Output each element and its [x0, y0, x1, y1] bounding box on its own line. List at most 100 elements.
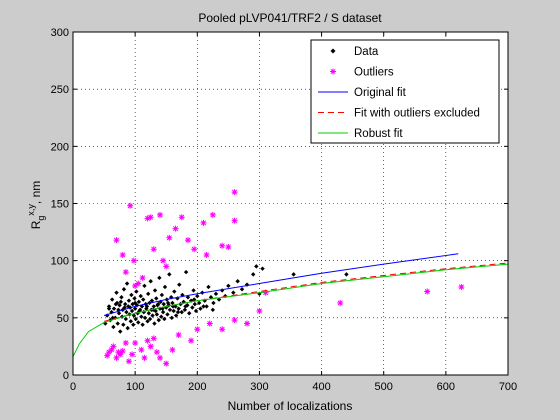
data-point [176, 306, 181, 311]
series-outliers [104, 189, 465, 367]
outlier-point [219, 326, 226, 333]
data-point [177, 282, 182, 287]
data-point [113, 301, 119, 307]
outlier-point [157, 211, 163, 218]
data-point [132, 296, 137, 301]
outlier-point [117, 351, 124, 358]
outlier-point [132, 282, 139, 289]
outlier-point [206, 320, 213, 327]
data-point [114, 290, 119, 295]
data-point [139, 314, 144, 319]
data-point [144, 304, 150, 309]
data-point [231, 290, 236, 295]
outlier-point [139, 274, 146, 281]
x-axis-label: Number of localizations [228, 399, 353, 413]
data-point [135, 311, 140, 316]
data-point [121, 287, 127, 292]
data-point [132, 300, 138, 306]
data-point [106, 304, 112, 309]
outlier-point [256, 307, 263, 314]
outlier-point [119, 251, 126, 258]
data-point [149, 298, 155, 303]
legend-swatch-asterisk [330, 68, 336, 75]
outlier-point [231, 317, 238, 324]
data-point [138, 293, 143, 299]
y-tick-label: 100 [51, 256, 69, 268]
data-point [142, 283, 147, 289]
legend-label: Robust fit [354, 128, 403, 140]
data-point [154, 296, 159, 301]
legend-label: Fit with outliers excluded [354, 108, 480, 120]
data-point [109, 297, 115, 302]
data-point [117, 303, 122, 308]
outlier-point [231, 217, 238, 224]
data-point [152, 321, 157, 326]
data-point [182, 307, 188, 313]
y-tick-label: 0 [63, 370, 69, 382]
data-point [152, 288, 158, 293]
data-point [195, 293, 200, 299]
data-point [148, 279, 153, 284]
outlier-point [188, 337, 195, 344]
data-point [115, 321, 120, 326]
outlier-point [163, 360, 170, 367]
data-point [235, 279, 240, 284]
y-axis-label-base: R [29, 220, 43, 229]
data-point [172, 289, 177, 294]
legend: Data Outliers Original fit Fit with outlier… [310, 39, 500, 144]
outlier-point [141, 354, 148, 361]
outlier-point [262, 289, 269, 296]
data-point [136, 320, 141, 325]
data-point [154, 312, 160, 317]
data-point [140, 322, 145, 327]
data-point [132, 306, 138, 311]
fit-line-original-fit [103, 253, 459, 316]
outlier-point [172, 225, 179, 232]
data-point [133, 316, 138, 322]
data-point [146, 311, 152, 316]
legend-label: Outliers [354, 67, 394, 79]
data-point [167, 307, 173, 313]
data-point [226, 283, 231, 289]
data-point [167, 272, 172, 277]
series-layer [72, 189, 509, 367]
y-axis-label-sup: x,y [26, 204, 36, 216]
series-data [103, 264, 349, 334]
outlier-point [178, 214, 185, 221]
outlier-point [191, 246, 198, 253]
legend-label: Data [354, 46, 379, 58]
outlier-point [144, 337, 151, 344]
outlier-point [150, 246, 157, 253]
data-point [162, 284, 168, 290]
data-point [244, 282, 250, 287]
x-tick-label: 700 [499, 381, 517, 393]
data-point [191, 288, 196, 293]
outlier-point [129, 351, 136, 358]
outlier-point [337, 299, 344, 306]
data-point [111, 324, 116, 330]
outlier-point [108, 346, 115, 353]
data-point [181, 299, 186, 305]
outlier-point [106, 349, 113, 356]
outlier-point [122, 339, 129, 346]
data-point [126, 304, 131, 309]
data-point [344, 272, 349, 277]
outlier-point [153, 349, 160, 356]
outlier-point [144, 215, 151, 222]
data-point [123, 301, 128, 307]
outlier-point [119, 347, 126, 354]
data-point [151, 304, 156, 309]
data-point [128, 319, 133, 324]
data-point [190, 305, 195, 310]
y-axis-label-unit: , nm [29, 181, 43, 204]
outlier-point [110, 343, 117, 350]
data-point [187, 311, 192, 316]
outlier-point [458, 283, 465, 290]
outlier-point [113, 354, 120, 361]
x-tick-label: 200 [188, 381, 206, 393]
outlier-point [169, 346, 176, 353]
data-point [129, 308, 135, 314]
data-point [213, 291, 219, 297]
data-point [173, 313, 179, 318]
